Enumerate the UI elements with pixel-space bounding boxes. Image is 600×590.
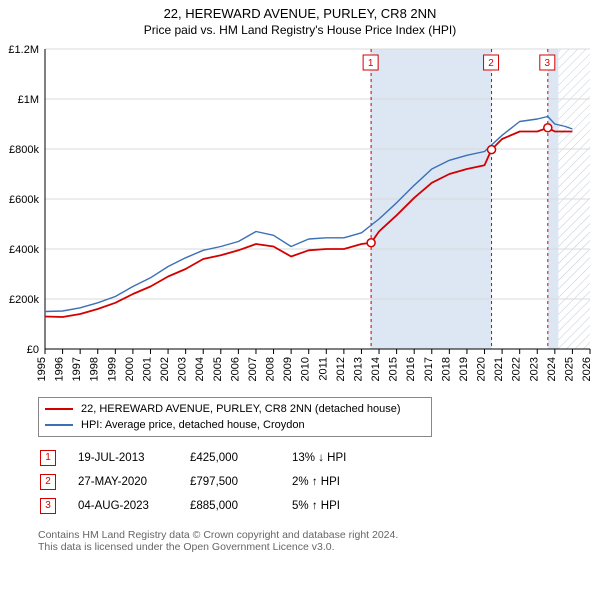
- legend-row-property: 22, HEREWARD AVENUE, PURLEY, CR8 2NN (de…: [45, 401, 425, 417]
- x-tick-label: 2000: [124, 357, 136, 381]
- page-subtitle: Price paid vs. HM Land Registry's House …: [0, 21, 600, 41]
- svg-text:2: 2: [488, 58, 494, 69]
- sale-delta: 13% ↓ HPI: [292, 447, 412, 469]
- x-tick-label: 2021: [493, 357, 505, 381]
- footer-line2: This data is licensed under the Open Gov…: [38, 541, 600, 553]
- legend-swatch-hpi: [45, 424, 73, 426]
- x-tick-label: 2016: [405, 357, 417, 381]
- y-tick-label: £200k: [9, 294, 39, 306]
- sales-row: 2 27-MAY-2020£797,5002% ↑ HPI: [40, 471, 412, 493]
- sale-price: £885,000: [190, 495, 290, 517]
- svg-text:1: 1: [368, 58, 374, 69]
- x-tick-label: 2017: [423, 357, 435, 381]
- sales-table: 1 19-JUL-2013£425,00013% ↓ HPI 2 27-MAY-202…: [38, 445, 414, 519]
- x-tick-label: 2002: [159, 357, 171, 381]
- sale-marker-icon: 3: [40, 498, 56, 514]
- x-tick-label: 2006: [229, 357, 241, 381]
- x-tick-label: 2010: [300, 357, 312, 381]
- x-tick-label: 2026: [581, 357, 593, 381]
- legend: 22, HEREWARD AVENUE, PURLEY, CR8 2NN (de…: [38, 397, 432, 437]
- x-tick-label: 2009: [282, 357, 294, 381]
- x-tick-label: 2012: [335, 357, 347, 381]
- y-tick-label: £400k: [9, 244, 39, 256]
- x-tick-label: 2013: [352, 357, 364, 381]
- sale-marker: 2: [484, 55, 499, 70]
- footer-line1: Contains HM Land Registry data © Crown c…: [38, 529, 600, 541]
- chart-svg: £0 £200k £400k £600k £800k £1M £1.2M 1995 1996 19…: [0, 41, 600, 391]
- x-tick-label: 2005: [212, 357, 224, 381]
- sale-date: 19-JUL-2013: [78, 447, 188, 469]
- x-tick-label: 2020: [476, 357, 488, 381]
- x-tick-label: 2007: [247, 357, 259, 381]
- page-title: 22, HEREWARD AVENUE, PURLEY, CR8 2NN: [0, 0, 600, 21]
- x-tick-label: 2019: [458, 357, 470, 381]
- sale-delta: 2% ↑ HPI: [292, 471, 412, 493]
- svg-text:3: 3: [545, 58, 551, 69]
- y-tick-label: £0: [27, 344, 39, 356]
- x-tick-label: 1999: [106, 357, 118, 381]
- sale-marker: 1: [363, 55, 378, 70]
- x-tick-label: 1998: [89, 357, 101, 381]
- x-tick-label: 2011: [317, 357, 329, 381]
- x-tick-label: 2024: [546, 357, 558, 381]
- sale-price: £425,000: [190, 447, 290, 469]
- sales-row: 3 04-AUG-2023£885,0005% ↑ HPI: [40, 495, 412, 517]
- x-tick-label: 2008: [265, 357, 277, 381]
- x-tick-label: 2004: [194, 357, 206, 381]
- legend-label-hpi: HPI: Average price, detached house, Croy…: [81, 419, 305, 431]
- legend-swatch-property: [45, 408, 73, 410]
- sale-marker-icon: 1: [40, 450, 56, 466]
- sale-marker-icon: 2: [40, 474, 56, 490]
- x-tick-label: 2023: [528, 357, 540, 381]
- x-tick-label: 1997: [71, 357, 83, 381]
- price-chart: £0 £200k £400k £600k £800k £1M £1.2M 1995 1996 19…: [0, 41, 600, 391]
- legend-label-property: 22, HEREWARD AVENUE, PURLEY, CR8 2NN (de…: [81, 403, 401, 415]
- x-tick-label: 1995: [36, 357, 48, 381]
- x-tick-label: 2025: [563, 357, 575, 381]
- sales-row: 1 19-JUL-2013£425,00013% ↓ HPI: [40, 447, 412, 469]
- sale-marker: 3: [540, 55, 555, 70]
- y-tick-label: £1M: [18, 94, 39, 106]
- sale-date: 27-MAY-2020: [78, 471, 188, 493]
- x-tick-label: 2018: [440, 357, 452, 381]
- x-tick-label: 1996: [54, 357, 66, 381]
- x-tick-label: 2001: [141, 357, 153, 381]
- x-tick-label: 2015: [388, 357, 400, 381]
- sale-delta: 5% ↑ HPI: [292, 495, 412, 517]
- sale-date: 04-AUG-2023: [78, 495, 188, 517]
- x-tick-label: 2022: [511, 357, 523, 381]
- sale-price: £797,500: [190, 471, 290, 493]
- x-tick-label: 2014: [370, 357, 382, 381]
- y-tick-label: £600k: [9, 194, 39, 206]
- footer: Contains HM Land Registry data © Crown c…: [38, 529, 600, 553]
- y-tick-label: £800k: [9, 144, 39, 156]
- legend-row-hpi: HPI: Average price, detached house, Croy…: [45, 417, 425, 433]
- y-tick-label: £1.2M: [8, 44, 39, 56]
- x-tick-label: 2003: [177, 357, 189, 381]
